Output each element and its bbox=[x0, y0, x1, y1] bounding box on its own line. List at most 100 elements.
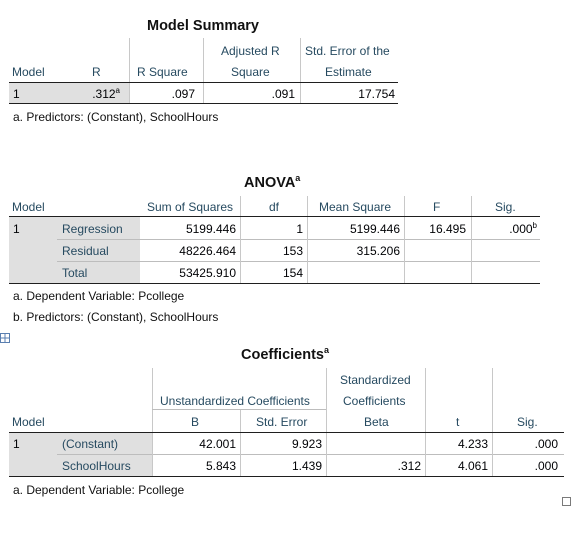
row-label-bg bbox=[57, 217, 140, 283]
row-label-total: Total bbox=[62, 266, 88, 280]
header-sig: Sig. bbox=[517, 415, 538, 429]
adj-r-square-value: .091 bbox=[271, 87, 295, 101]
ss-value: 5199.446 bbox=[185, 222, 236, 236]
sig-value: .000 bbox=[534, 459, 558, 473]
header-unstandardized: Unstandardized Coefficients bbox=[160, 394, 310, 408]
sig-value: .000 bbox=[534, 437, 558, 451]
divider bbox=[240, 433, 241, 476]
footnote: a. Dependent Variable: Pcollege bbox=[13, 289, 185, 303]
row-label-regression: Regression bbox=[62, 222, 123, 236]
rule bbox=[9, 432, 564, 433]
rule bbox=[9, 103, 398, 104]
divider bbox=[203, 83, 204, 103]
divider bbox=[300, 38, 301, 82]
df-value: 1 bbox=[296, 222, 303, 236]
footnote: a. Predictors: (Constant), SchoolHours bbox=[13, 110, 219, 124]
model-number: 1 bbox=[13, 222, 20, 236]
row-label-residual: Residual bbox=[62, 244, 109, 258]
rule bbox=[152, 409, 326, 410]
header-std-error: Std. Error bbox=[256, 415, 308, 429]
t-value: 4.061 bbox=[457, 459, 488, 473]
sig-value: .000b bbox=[509, 221, 537, 237]
header-std-error-2: Estimate bbox=[325, 65, 372, 79]
row-label-bg bbox=[9, 433, 57, 476]
std-error-value: 1.439 bbox=[291, 459, 322, 473]
footnote: b. Predictors: (Constant), SchoolHours bbox=[13, 310, 219, 324]
header-sum-of-squares: Sum of Squares bbox=[147, 200, 234, 214]
model-summary-title: Model Summary bbox=[147, 18, 259, 34]
anova-title: ANOVAa bbox=[244, 173, 301, 191]
b-value: 42.001 bbox=[199, 437, 236, 451]
b-value: 5.843 bbox=[205, 459, 236, 473]
divider bbox=[471, 217, 472, 283]
row-label-schoolhours: SchoolHours bbox=[62, 459, 131, 473]
model-number: 1 bbox=[13, 87, 20, 101]
header-f: F bbox=[433, 200, 441, 214]
ms-value: 5199.446 bbox=[349, 222, 400, 236]
row-label-bg bbox=[9, 217, 57, 283]
row-label-constant: (Constant) bbox=[62, 437, 119, 451]
header-std-error: Std. Error of the bbox=[305, 44, 390, 58]
ss-value: 48226.464 bbox=[179, 244, 236, 258]
divider bbox=[152, 368, 153, 432]
rule bbox=[57, 239, 540, 240]
divider bbox=[240, 410, 241, 432]
header-standardized-2: Coefficients bbox=[343, 394, 406, 408]
header-model: Model bbox=[12, 415, 45, 429]
row-label-bg bbox=[9, 83, 61, 103]
r-value: .312a bbox=[92, 86, 120, 102]
divider bbox=[300, 83, 301, 103]
header-df: df bbox=[269, 200, 280, 214]
divider bbox=[203, 38, 204, 82]
std-error-value: 17.754 bbox=[358, 87, 395, 101]
resize-handle-icon[interactable] bbox=[562, 497, 571, 506]
model-number: 1 bbox=[13, 437, 20, 451]
header-model: Model bbox=[12, 65, 45, 79]
divider bbox=[326, 368, 327, 432]
divider bbox=[240, 196, 241, 216]
header-mean-square: Mean Square bbox=[319, 200, 392, 214]
divider bbox=[425, 433, 426, 476]
header-r-square: R Square bbox=[137, 65, 188, 79]
divider bbox=[471, 196, 472, 216]
df-value: 154 bbox=[282, 266, 303, 280]
divider bbox=[326, 433, 327, 476]
header-adjusted-r: Adjusted R bbox=[221, 44, 280, 58]
header-t: t bbox=[456, 415, 460, 429]
ms-value: 315.206 bbox=[356, 244, 400, 258]
move-handle-icon[interactable] bbox=[0, 333, 10, 343]
std-error-value: 9.923 bbox=[291, 437, 322, 451]
rule bbox=[9, 216, 540, 217]
header-model: Model bbox=[12, 200, 45, 214]
divider bbox=[307, 196, 308, 216]
header-beta: Beta bbox=[364, 415, 389, 429]
header-r: R bbox=[92, 65, 101, 79]
f-value: 16.495 bbox=[429, 222, 466, 236]
row-label-bg bbox=[61, 83, 129, 103]
rule bbox=[57, 261, 540, 262]
header-sig: Sig. bbox=[495, 200, 516, 214]
ss-value: 53425.910 bbox=[179, 266, 236, 280]
divider bbox=[152, 433, 153, 476]
df-value: 153 bbox=[282, 244, 303, 258]
divider bbox=[404, 196, 405, 216]
footnote: a. Dependent Variable: Pcollege bbox=[13, 483, 185, 497]
divider bbox=[129, 83, 130, 103]
divider bbox=[307, 217, 308, 283]
r-square-value: .097 bbox=[171, 87, 195, 101]
beta-value: .312 bbox=[397, 459, 421, 473]
divider bbox=[404, 217, 405, 283]
t-value: 4.233 bbox=[457, 437, 488, 451]
rule bbox=[9, 82, 398, 83]
rule bbox=[57, 454, 564, 455]
divider bbox=[492, 368, 493, 432]
divider bbox=[492, 433, 493, 476]
rule bbox=[9, 283, 540, 284]
coefficients-title: Coefficientsa bbox=[241, 345, 330, 363]
header-b: B bbox=[191, 415, 200, 429]
rule bbox=[9, 476, 564, 477]
divider bbox=[129, 38, 130, 82]
divider bbox=[425, 368, 426, 432]
header-standardized: Standardized bbox=[340, 373, 411, 387]
header-adjusted-r-2: Square bbox=[231, 65, 270, 79]
